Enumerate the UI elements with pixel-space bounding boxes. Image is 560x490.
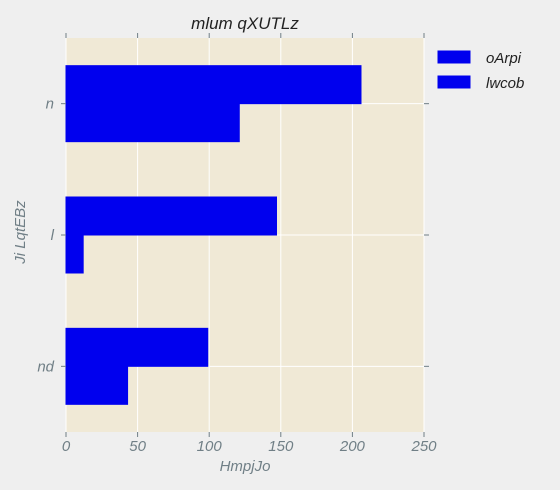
y-tick-label: l: [51, 227, 55, 244]
x-tick-label: 0: [62, 438, 71, 455]
x-tick-label: 250: [410, 438, 437, 455]
chart-title: mlum qXUTLz: [191, 14, 299, 33]
bar-lwcob-n: [65, 103, 240, 143]
legend-label: oArpi: [486, 50, 522, 67]
y-tick-label: n: [46, 96, 54, 113]
ticks: 0 50 100 150 200 250 n l nd: [37, 33, 437, 455]
bar-oArpi-l: [65, 196, 278, 236]
y-tick-label: nd: [37, 358, 54, 375]
x-tick-label: 200: [339, 438, 366, 455]
x-tick-label: 100: [197, 438, 223, 455]
bar-oArpi-nd: [65, 327, 209, 367]
bar-oArpi-n: [65, 65, 362, 105]
x-tick-label: 150: [268, 438, 294, 455]
x-axis-label: HmpjJo: [220, 458, 271, 475]
bar-lwcob-nd: [65, 365, 129, 405]
x-tick-label: 50: [129, 438, 146, 455]
legend-swatch: [437, 75, 471, 89]
bar-lwcob-l: [65, 234, 84, 274]
legend-swatch: [437, 50, 471, 64]
legend: oArpi lwcob: [437, 50, 524, 92]
legend-label: lwcob: [486, 75, 524, 92]
y-axis-label: Ji LqtEBz: [12, 200, 29, 265]
bars: [65, 65, 362, 405]
